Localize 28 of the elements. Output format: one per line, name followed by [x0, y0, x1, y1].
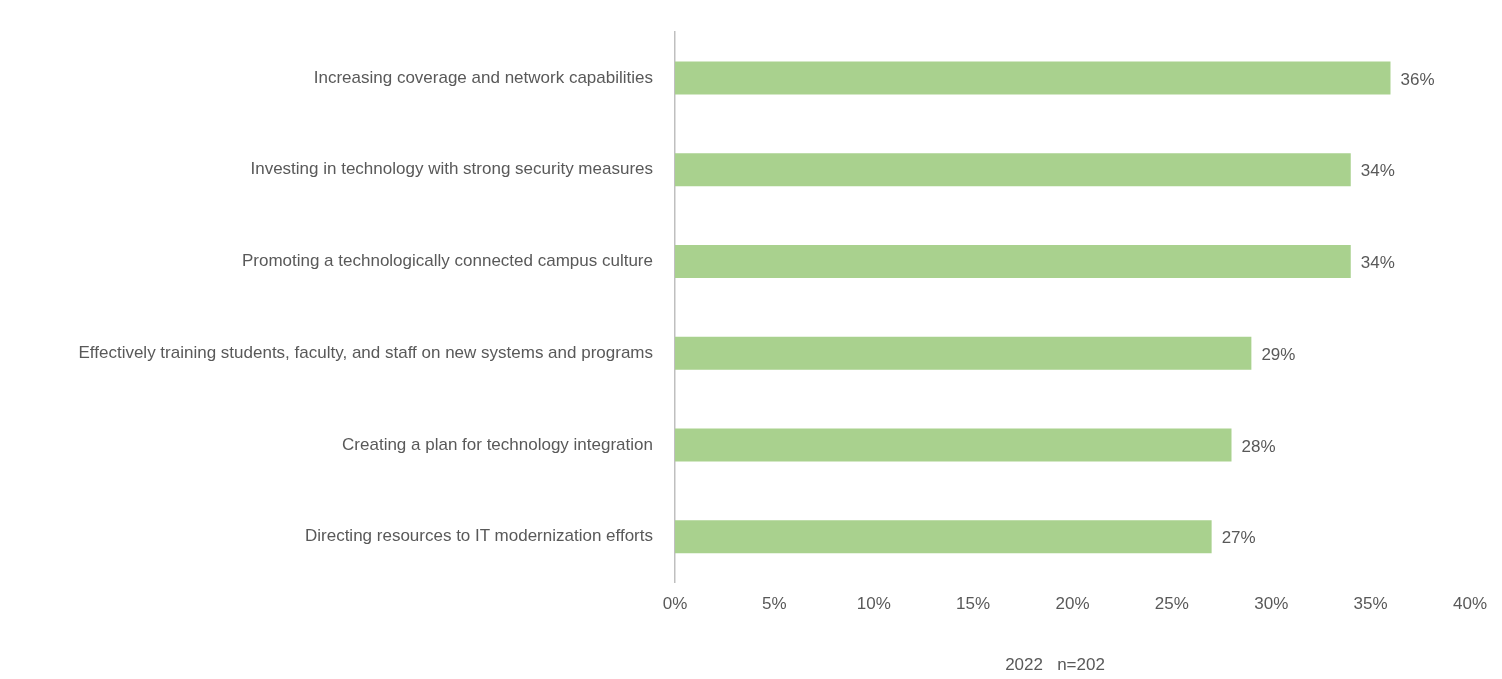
- x-tick-label: 10%: [856, 594, 891, 614]
- x-tick-label: 25%: [1154, 594, 1189, 614]
- y-tick-label: Increasing coverage and network capabilities: [313, 67, 653, 87]
- data-label: 27%: [1221, 528, 1256, 548]
- bar: [675, 153, 1351, 187]
- y-tick-label: Effectively training students, faculty, and staff on new systems and programs: [78, 342, 653, 362]
- y-tick-label: Investing in technology with strong security measures: [250, 159, 653, 179]
- x-tick-label: 0%: [662, 594, 688, 614]
- x-tick-label: 20%: [1055, 594, 1090, 614]
- x-tick-label: 30%: [1254, 594, 1289, 614]
- y-tick-label: Directing resources to IT modernization efforts: [304, 526, 653, 546]
- bar: [675, 61, 1391, 95]
- bar: [675, 336, 1252, 370]
- text: 2022 n=202: [1005, 655, 1105, 674]
- data-label: 28%: [1241, 436, 1276, 456]
- y-tick-label: Promoting a technologically connected campus culture: [241, 251, 653, 271]
- data-label: 34%: [1360, 253, 1395, 273]
- x-tick-label: 15%: [956, 594, 991, 614]
- data-label: 34%: [1360, 161, 1395, 181]
- data-label: 36%: [1400, 69, 1435, 89]
- x-tick-label: 5%: [762, 594, 787, 614]
- x-tick-label: 40%: [1452, 594, 1488, 614]
- data-label: 29%: [1261, 344, 1296, 364]
- x-tick-label: 35%: [1353, 594, 1388, 614]
- bar: [675, 428, 1232, 462]
- bar: [675, 245, 1351, 279]
- y-tick-label: Creating a plan for technology integration: [342, 434, 653, 454]
- bar: [675, 520, 1212, 554]
